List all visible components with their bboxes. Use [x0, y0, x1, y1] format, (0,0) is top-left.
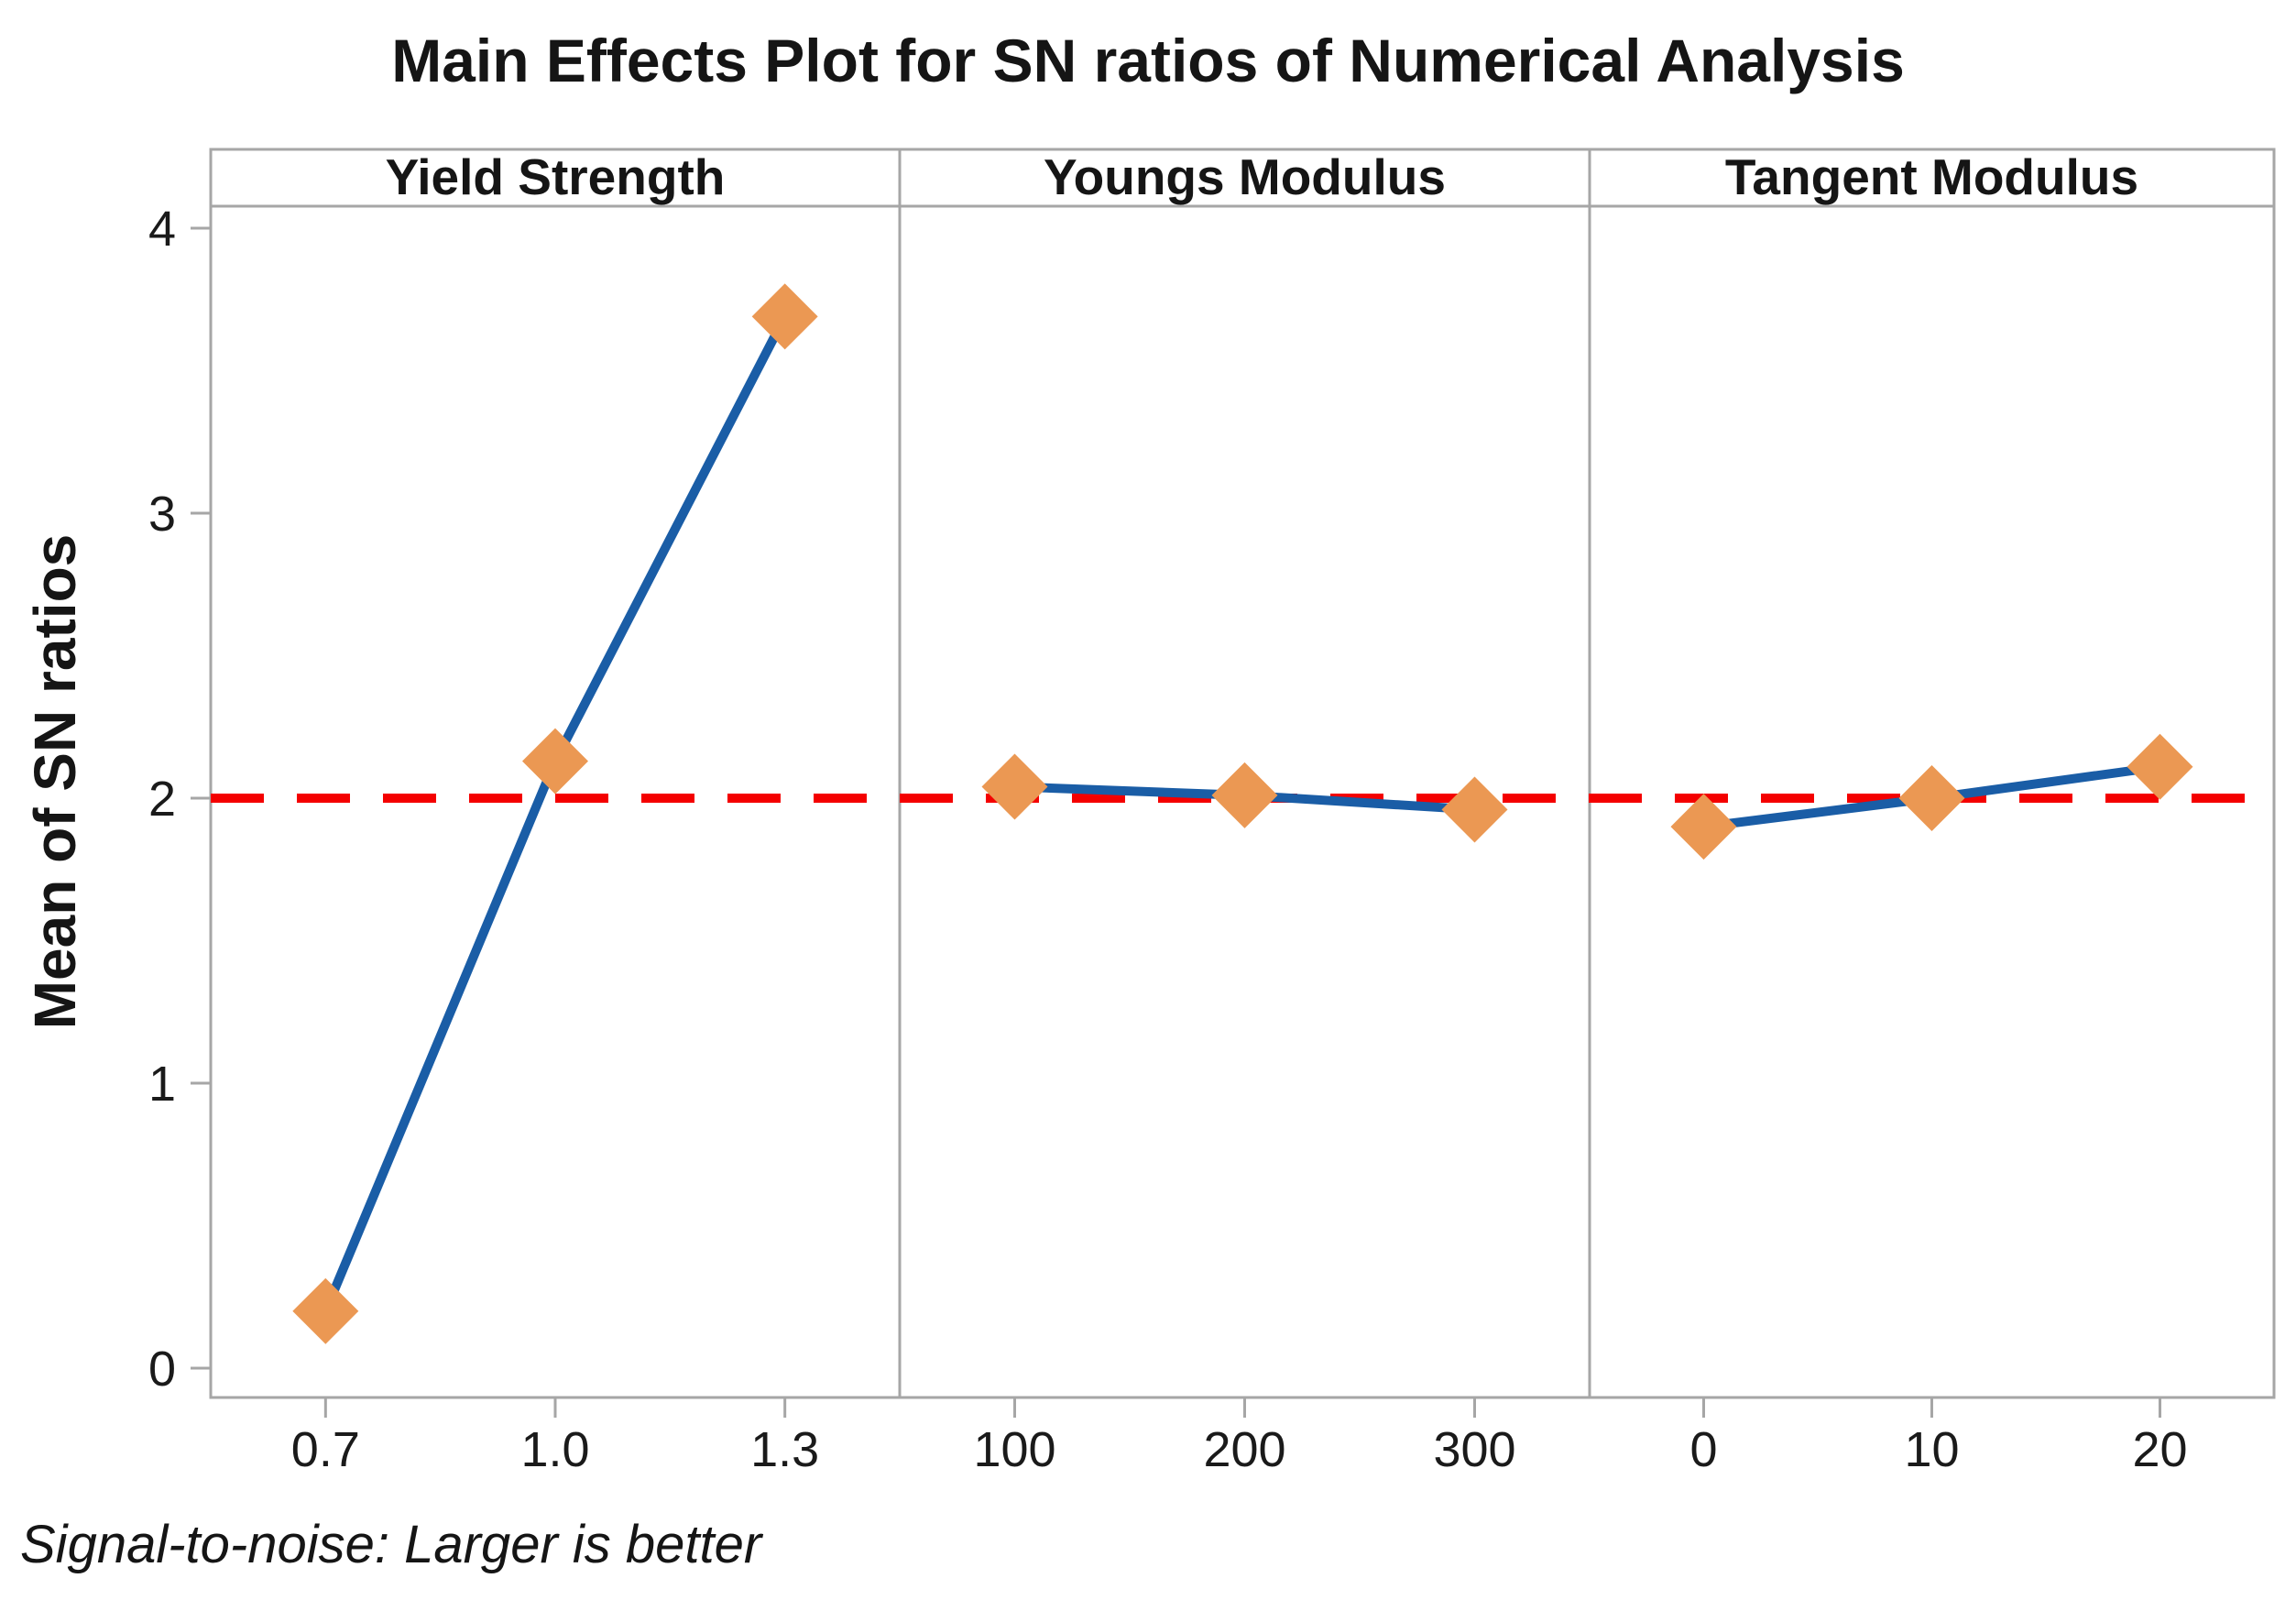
chart-title: Main Effects Plot for SN ratios of Numer… [391, 27, 1905, 94]
data-point-marker [1211, 762, 1278, 828]
y-tick-label: 1 [148, 1057, 176, 1112]
y-tick-label: 3 [148, 487, 176, 542]
x-tick-label: 0 [1689, 1422, 1717, 1477]
y-tick-label: 4 [148, 202, 176, 257]
panel-header-label: Yield Strength [386, 148, 726, 205]
x-tick-label: 300 [1433, 1422, 1515, 1477]
data-point-marker [981, 753, 1048, 820]
y-tick-label: 0 [148, 1342, 176, 1397]
panel-header-label: Youngs Modulus [1044, 148, 1446, 205]
x-tick-label: 1.0 [520, 1422, 589, 1477]
x-tick-label: 1.3 [750, 1422, 819, 1477]
x-tick-label: 20 [2132, 1422, 2187, 1477]
x-tick-label: 0.7 [291, 1422, 360, 1477]
x-tick-label: 10 [1904, 1422, 1959, 1477]
data-point-marker [292, 1277, 359, 1344]
data-point-marker [522, 728, 588, 795]
x-tick-label: 100 [973, 1422, 1055, 1477]
x-tick-label: 200 [1203, 1422, 1285, 1477]
panel-header-label: Tangent Modulus [1725, 148, 2138, 205]
data-point-marker [1441, 776, 1508, 843]
y-axis-title: Mean of SN ratios [22, 533, 88, 1030]
data-point-marker [1898, 765, 1965, 831]
data-line [321, 314, 790, 1313]
plot-border [209, 148, 2276, 1399]
signal-to-noise-footnote: Signal-to-noise: Larger is better [20, 1515, 762, 1574]
data-point-marker [2127, 733, 2193, 800]
data-point-marker [751, 283, 818, 350]
y-tick-label: 2 [148, 772, 176, 827]
data-point-marker [1670, 794, 1737, 860]
